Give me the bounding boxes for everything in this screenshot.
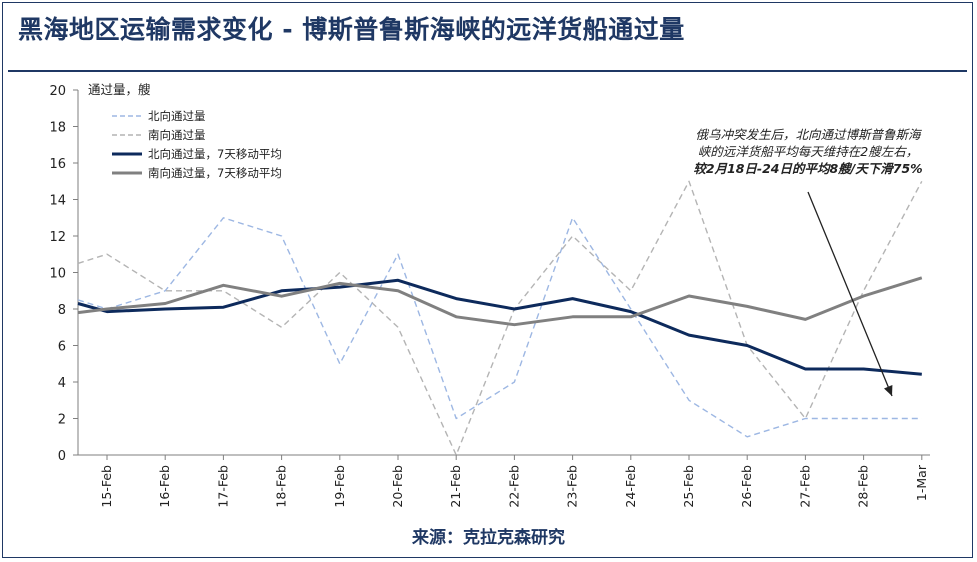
x-tick-label: 25-Feb bbox=[681, 465, 696, 508]
x-tick-label: 24-Feb bbox=[623, 465, 638, 508]
series-line bbox=[77, 180, 923, 456]
annotation-arrow bbox=[807, 191, 893, 397]
series-line bbox=[77, 276, 923, 327]
x-tick-label: 15-Feb bbox=[99, 465, 114, 508]
x-tick-label: 22-Feb bbox=[506, 465, 521, 508]
x-tick-label: 1-Mar bbox=[914, 464, 929, 501]
x-tick-label: 28-Feb bbox=[856, 465, 871, 508]
chart-axes: 0 2 4 6 8 10 12 14 16 18 20 通过量，艘 15-Feb 16-Feb 17-Feb… bbox=[49, 82, 930, 508]
y-tick-label: 4 bbox=[58, 376, 66, 391]
annotation-text-bold: 较2月18日-24日的平均8艘/天下滑75% bbox=[693, 161, 923, 176]
y-tick-label: 6 bbox=[58, 340, 66, 355]
legend-label: 南向通过量 bbox=[148, 128, 206, 142]
legend-label: 北向通过量 bbox=[148, 109, 206, 123]
x-tick-label: 23-Feb bbox=[565, 465, 580, 508]
x-tick-label: 18-Feb bbox=[274, 465, 289, 508]
y-tick-label: 20 bbox=[49, 84, 66, 99]
y-tick-label: 2 bbox=[58, 413, 66, 428]
x-tick-label: 16-Feb bbox=[157, 465, 172, 508]
y-tick-label: 10 bbox=[49, 267, 66, 282]
x-tick-label: 17-Feb bbox=[215, 465, 230, 508]
annotation-text: 俄乌冲突发生后，北向通过博斯普鲁斯海峡的远洋货船平均每天维持在2艘左右， bbox=[695, 127, 921, 159]
y-tick-label: 16 bbox=[49, 157, 66, 172]
arrow-head bbox=[884, 385, 893, 396]
series-line bbox=[77, 278, 922, 376]
x-tick-label: 19-Feb bbox=[332, 465, 347, 508]
y-tick-label: 0 bbox=[58, 449, 66, 464]
arrow-shaft bbox=[807, 191, 893, 397]
chart-annotation: 俄乌冲突发生后，北向通过博斯普鲁斯海峡的远洋货船平均每天维持在2艘左右， 较2月1… bbox=[692, 126, 924, 177]
source-note: 来源：克拉克森研究 bbox=[412, 528, 565, 548]
series-line bbox=[77, 217, 922, 438]
legend-label: 南向通过量，7天移动平均 bbox=[148, 166, 282, 180]
x-tick-label: 20-Feb bbox=[390, 465, 405, 508]
title-divider bbox=[8, 70, 967, 72]
y-tick-label: 12 bbox=[49, 230, 66, 245]
y-tick-label: 18 bbox=[49, 121, 66, 136]
legend-label: 北向通过量，7天移动平均 bbox=[148, 147, 282, 161]
y-tick-label: 14 bbox=[49, 194, 66, 209]
x-tick-label: 27-Feb bbox=[797, 465, 812, 508]
x-tick-label: 21-Feb bbox=[448, 465, 463, 508]
y-axis-title: 通过量，艘 bbox=[88, 82, 151, 97]
chart-lines bbox=[77, 180, 923, 456]
y-tick-label: 8 bbox=[58, 303, 66, 318]
page-title: 黑海地区运输需求变化 - 博斯普鲁斯海峡的远洋货船通过量 bbox=[18, 15, 685, 44]
x-tick-label: 26-Feb bbox=[739, 465, 754, 508]
